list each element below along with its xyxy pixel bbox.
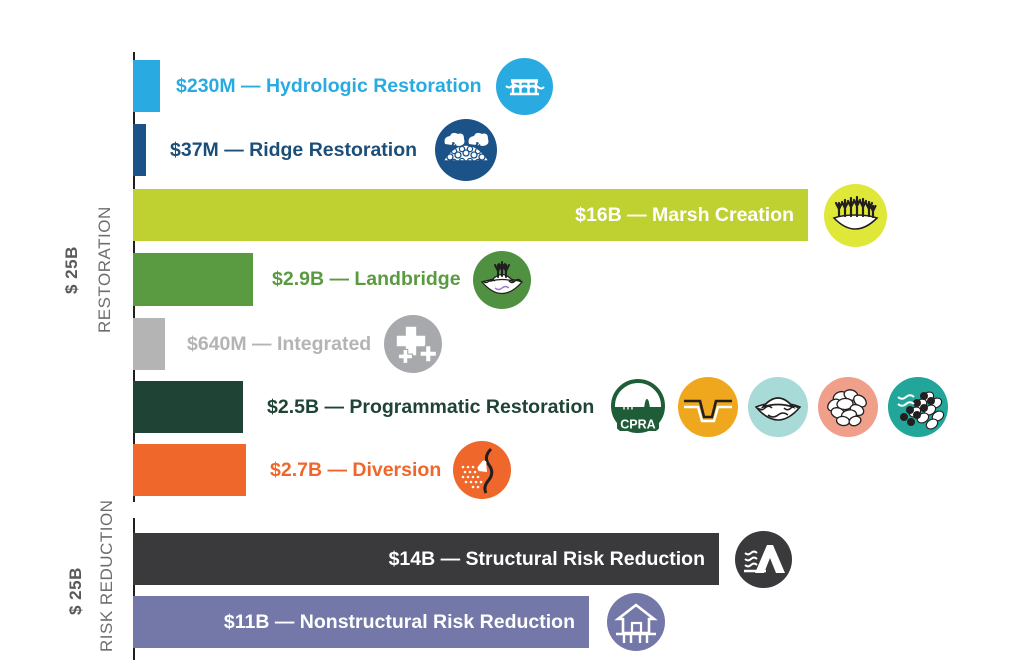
channel-improvement-icon <box>678 377 739 437</box>
oyster-reef-icon <box>818 377 879 437</box>
group-label-risk-amount: $ 25B <box>66 567 85 615</box>
bar-structural-risk-reduction: $14B — Structural Risk Reduction <box>133 533 719 585</box>
bar-programmatic-restoration <box>133 381 243 433</box>
diversion-icon <box>453 441 512 499</box>
icon-group-landbridge <box>461 250 531 309</box>
marsh-creation-icon <box>824 183 887 247</box>
bar-hydrologic-restoration <box>133 60 160 112</box>
integrated-icon <box>384 315 443 373</box>
bar-label-landbridge: $2.9B — Landbridge <box>272 268 461 290</box>
nonstructural-risk-reduction-icon <box>607 593 665 651</box>
cpra-logo-icon: CPRA <box>608 377 668 437</box>
bar-landbridge <box>133 253 253 306</box>
bar-row-integrated[interactable]: $640M — Integrated <box>133 315 443 373</box>
bar-label-nonstructural-risk-reduction: $11B — Nonstructural Risk Reduction <box>223 610 575 633</box>
icon-group-marsh <box>808 183 887 247</box>
icon-group-ridge <box>417 119 498 181</box>
bar-row-programmatic-restoration[interactable]: $2.5B — Programmatic Restoration CPRA <box>133 377 949 437</box>
bar-label-hydrologic-restoration: $230M — Hydrologic Restoration <box>176 74 482 97</box>
icon-group-programmatic: CPRA <box>594 377 949 437</box>
bar-row-nonstructural-risk-reduction[interactable]: $11B — Nonstructural Risk Reduction <box>133 593 665 651</box>
icon-group-nonstructural <box>589 593 665 651</box>
bar-row-landbridge[interactable]: $2.9B — Landbridge <box>133 250 531 309</box>
bar-diversion <box>133 444 246 496</box>
svg-text:CPRA: CPRA <box>621 418 656 432</box>
bar-label-ridge-restoration: $37M — Ridge Restoration <box>170 138 418 161</box>
bar-row-ridge-restoration[interactable]: $37M — Ridge Restoration <box>133 119 498 181</box>
group-label-risk-name: RISK REDUCTION <box>97 499 116 652</box>
ridge-restoration-icon <box>435 119 498 181</box>
landbridge-icon <box>472 250 531 309</box>
bar-row-hydrologic-restoration[interactable]: $230M — Hydrologic Restoration <box>133 57 553 115</box>
shoreline-protection-icon <box>888 377 949 437</box>
bar-row-marsh-creation[interactable]: $16B — Marsh Creation <box>133 183 887 247</box>
bar-label-structural-risk-reduction: $14B — Structural Risk Reduction <box>388 547 705 570</box>
bar-label-diversion: $2.7B — Diversion <box>270 458 442 481</box>
bar-row-structural-risk-reduction[interactable]: $14B — Structural Risk Reduction <box>133 530 792 588</box>
structural-risk-reduction-icon <box>735 530 792 588</box>
icon-group-hydrologic <box>482 57 553 115</box>
bar-row-diversion[interactable]: $2.7B — Diversion <box>133 441 512 499</box>
group-label-restoration-amount: $ 25B <box>62 246 81 294</box>
risk-reduction-axis-line <box>133 518 135 660</box>
bar-integrated <box>133 318 165 370</box>
barrier-island-icon <box>748 377 809 437</box>
bar-label-integrated: $640M — Integrated <box>187 332 372 355</box>
icon-group-integrated <box>371 315 443 373</box>
bar-marsh-creation: $16B — Marsh Creation <box>133 189 808 241</box>
icon-group-diversion <box>441 441 512 499</box>
hydrologic-restoration-icon <box>495 57 553 115</box>
group-label-restoration-name: RESTORATION <box>95 206 114 334</box>
bar-nonstructural-risk-reduction: $11B — Nonstructural Risk Reduction <box>133 596 589 648</box>
icon-group-structural <box>719 530 792 588</box>
bar-ridge-restoration <box>133 124 146 176</box>
bar-label-marsh-creation: $16B — Marsh Creation <box>575 203 794 226</box>
bar-label-programmatic-restoration: $2.5B — Programmatic Restoration <box>267 395 595 418</box>
